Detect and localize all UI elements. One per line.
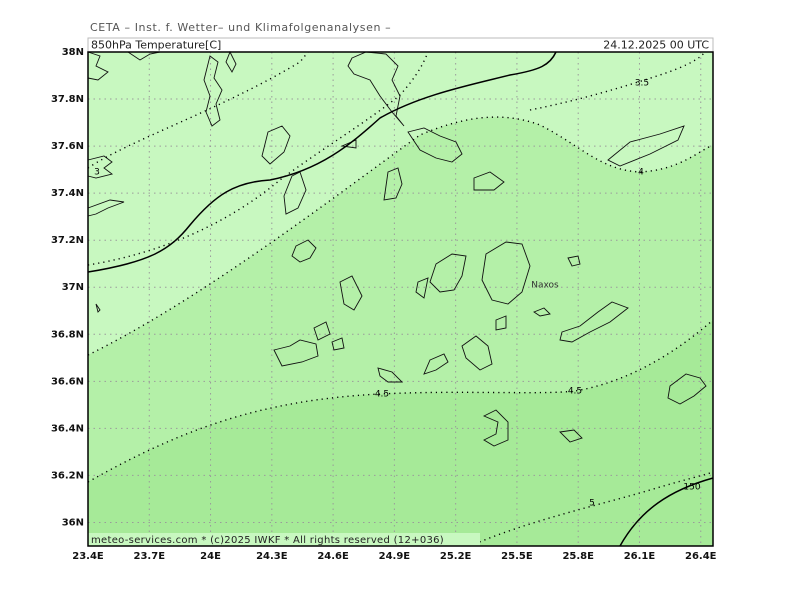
coast bbox=[339, 275, 363, 311]
y-tick-label: 38N bbox=[62, 47, 84, 58]
place-label: Naxos bbox=[531, 281, 559, 291]
isotherm bbox=[469, 471, 714, 547]
coast bbox=[383, 167, 403, 201]
y-tick-label: 36N bbox=[62, 517, 84, 528]
header-title: CETA – Inst. f. Wetter– und Klimafolgena… bbox=[90, 21, 391, 34]
x-tick-label: 24E bbox=[200, 551, 221, 562]
coast bbox=[225, 50, 237, 73]
coast bbox=[347, 51, 405, 127]
isoline bbox=[619, 477, 714, 547]
coast bbox=[87, 155, 114, 179]
coast bbox=[533, 307, 551, 317]
field-name: 850hPa Temperature[C] bbox=[91, 39, 221, 52]
isotherm bbox=[87, 51, 557, 273]
tick-labels: 23.4E 23.7E 24E 24.3E 24.6E 24.9E 25.2E 25.5E 25… bbox=[51, 47, 717, 562]
coast bbox=[482, 409, 509, 447]
coast bbox=[473, 171, 505, 191]
y-tick-label: 36.8N bbox=[51, 329, 84, 340]
coast bbox=[273, 339, 319, 367]
map-frame bbox=[87, 51, 714, 547]
coast bbox=[87, 199, 125, 217]
contour-labels: 3.5 4 3 4.5 4.5 5 150 Naxos bbox=[94, 79, 701, 509]
isotherms bbox=[87, 51, 714, 547]
y-tick-label: 36.4N bbox=[51, 423, 84, 434]
x-tick-label: 26.1E bbox=[624, 551, 656, 562]
coast bbox=[377, 367, 404, 383]
x-tick-label: 25.2E bbox=[440, 551, 472, 562]
x-tick-label: 24.3E bbox=[256, 551, 288, 562]
contour-label: 150 bbox=[683, 483, 700, 493]
contour-label: 4 bbox=[638, 168, 644, 178]
contour-label: 3.5 bbox=[635, 79, 649, 89]
x-tick-label: 25.8E bbox=[562, 551, 594, 562]
coast bbox=[429, 253, 467, 293]
x-tick-label: 25.5E bbox=[501, 551, 533, 562]
coast bbox=[407, 127, 463, 163]
contour-label: 4.5 bbox=[568, 387, 582, 397]
x-tick-label: 24.6E bbox=[317, 551, 349, 562]
coast bbox=[607, 125, 685, 167]
y-tick-label: 37.4N bbox=[51, 188, 84, 199]
x-tick-label: 26.4E bbox=[685, 551, 717, 562]
coast bbox=[667, 373, 707, 405]
coast bbox=[495, 315, 507, 331]
coast bbox=[461, 335, 493, 371]
temp-band bbox=[88, 52, 713, 355]
contour-label: 3 bbox=[94, 168, 100, 178]
coast bbox=[481, 241, 531, 305]
contour-label: 5 bbox=[589, 499, 595, 509]
coast bbox=[567, 255, 581, 267]
x-tick-label: 23.7E bbox=[134, 551, 166, 562]
x-tick-label: 24.9E bbox=[379, 551, 411, 562]
y-tick-label: 37N bbox=[62, 282, 84, 293]
y-tick-label: 36.2N bbox=[51, 470, 84, 481]
coast bbox=[261, 125, 291, 165]
coast bbox=[415, 277, 429, 299]
coast bbox=[559, 429, 583, 443]
valid-time: 24.12.2025 00 UTC bbox=[603, 39, 709, 52]
coast bbox=[127, 51, 161, 61]
coast bbox=[313, 321, 331, 341]
footer-bg bbox=[88, 533, 480, 546]
coast bbox=[331, 337, 345, 351]
coast bbox=[95, 303, 101, 313]
y-tick-label: 36.6N bbox=[51, 376, 84, 387]
coast bbox=[203, 55, 223, 127]
coastlines bbox=[87, 50, 707, 447]
coast bbox=[291, 239, 317, 263]
coast bbox=[87, 51, 109, 81]
y-tick-label: 37.2N bbox=[51, 235, 84, 246]
coast bbox=[423, 353, 449, 375]
coast bbox=[559, 301, 629, 343]
y-tick-label: 37.8N bbox=[51, 94, 84, 105]
contour-label: 4.5 bbox=[375, 390, 389, 400]
footer: meteo-services.com * (c)2025 IWKF * All … bbox=[91, 535, 444, 546]
map-area: 3.5 4 3 4.5 4.5 5 150 Naxos meteo-servic… bbox=[87, 50, 714, 547]
temp-band bbox=[88, 320, 713, 546]
isotherm bbox=[529, 51, 706, 111]
x-tick-label: 23.4E bbox=[72, 551, 104, 562]
y-tick-label: 37.6N bbox=[51, 141, 84, 152]
